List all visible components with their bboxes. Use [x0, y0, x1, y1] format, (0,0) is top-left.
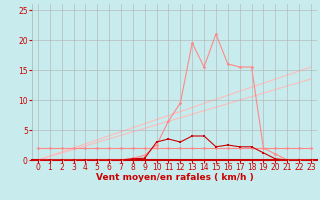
X-axis label: Vent moyen/en rafales ( km/h ): Vent moyen/en rafales ( km/h ) [96, 173, 253, 182]
